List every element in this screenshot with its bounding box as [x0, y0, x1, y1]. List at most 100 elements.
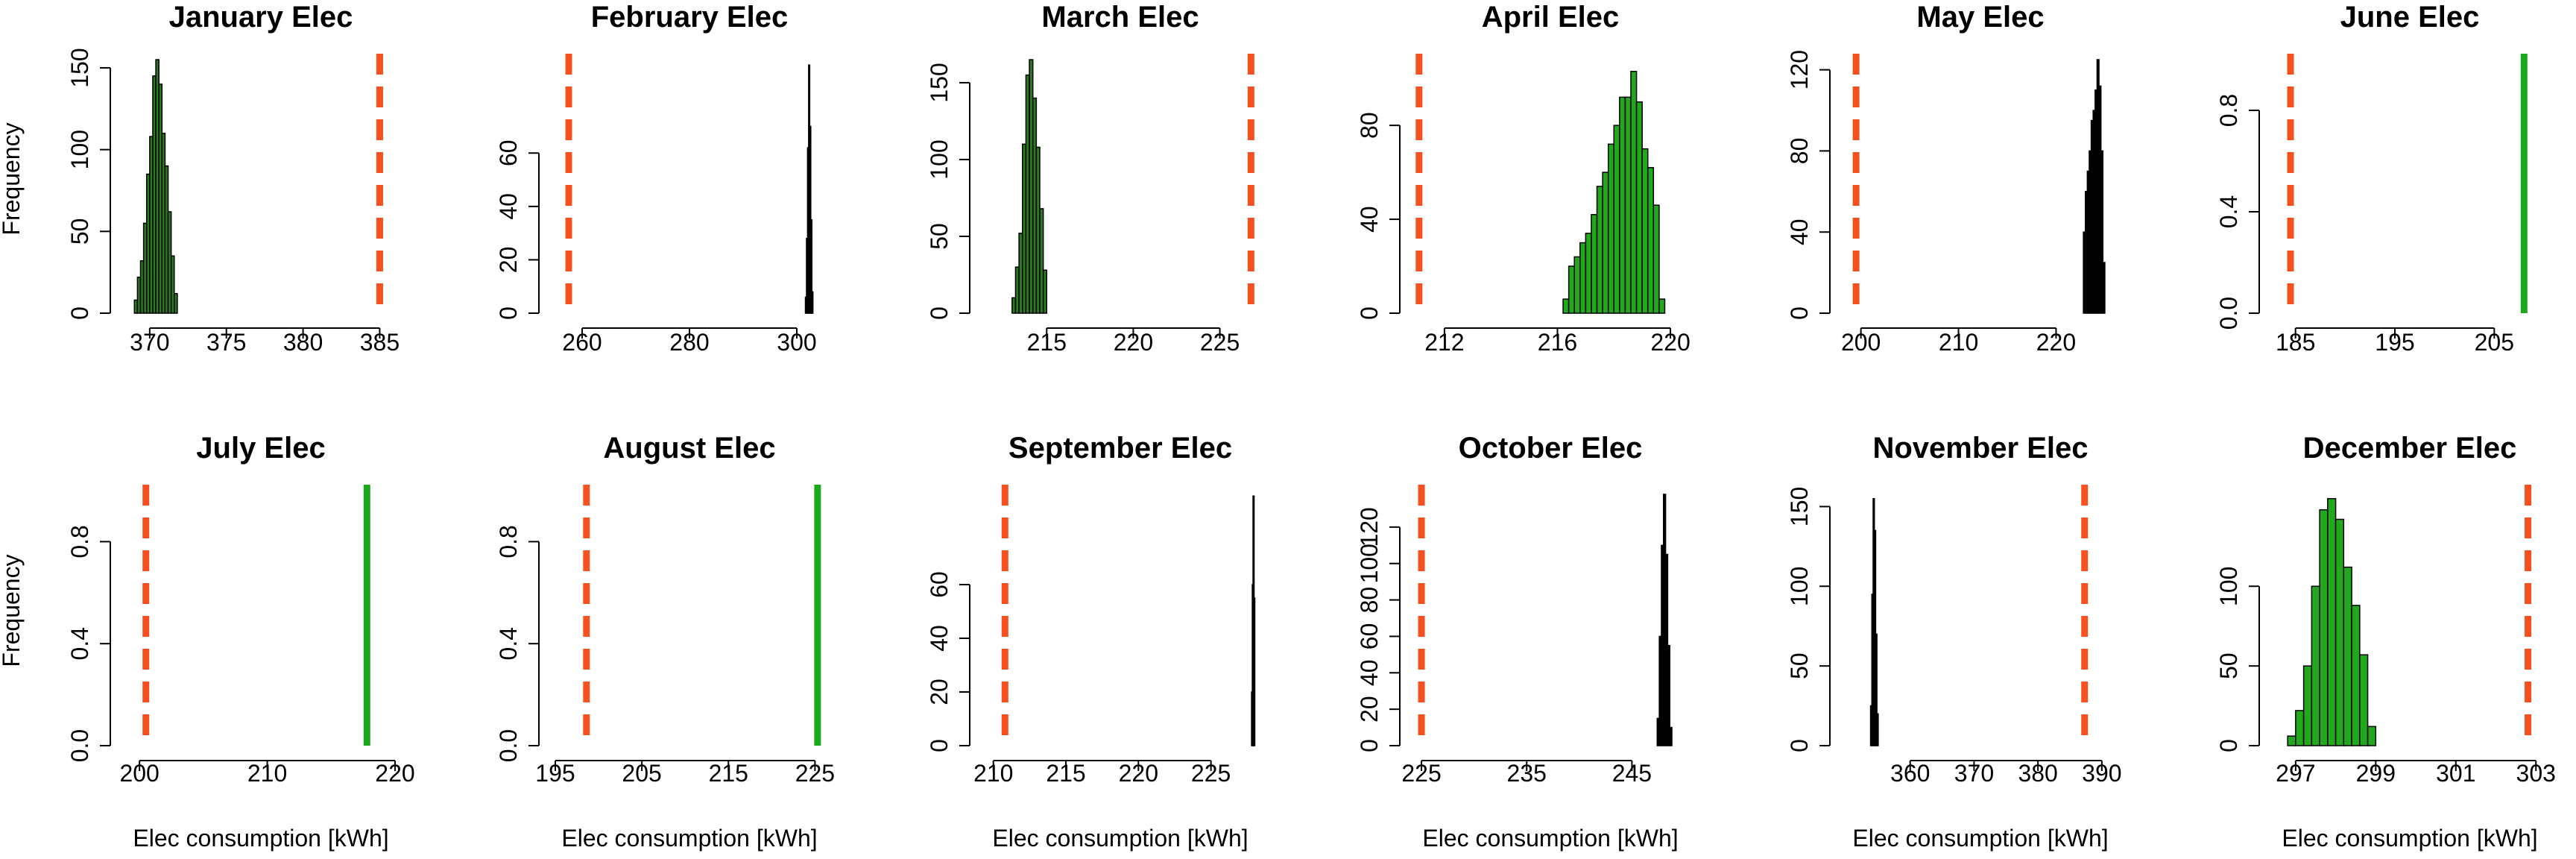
y-tick-label: 40 — [926, 625, 953, 652]
histogram-bar — [1039, 208, 1044, 314]
y-tick-label: 0.0 — [495, 729, 522, 762]
histogram-bar — [1042, 269, 1048, 314]
histogram-bar — [174, 292, 178, 314]
y-tick-label: 0.8 — [66, 525, 93, 558]
panel-title: November Elec — [1872, 432, 2088, 465]
histogram-bar — [1652, 204, 1660, 314]
x-tick-label: 385 — [360, 329, 400, 356]
histogram-bar — [2102, 262, 2106, 314]
y-tick-label: 100 — [1356, 544, 1383, 583]
panel-may-elec: May Elec 200 210 220 0 40 80 120 — [1786, 1, 2106, 356]
y-tick-label: 0 — [926, 739, 953, 752]
histogram-bar — [170, 255, 175, 314]
histogram-bar — [1579, 242, 1587, 314]
histogram-bar — [1876, 713, 1879, 746]
y-tick-label: 0 — [926, 306, 953, 320]
x-axis-label: Elec consumption [kWh] — [2282, 825, 2537, 852]
panel-july-elec: July Elec 200 210 220 0.0 0.4 0.8 Frequency Elec… — [0, 432, 415, 852]
x-tick-label: 370 — [1954, 760, 1994, 787]
x-tick-label: 220 — [375, 760, 414, 787]
histogram-bar — [2351, 605, 2361, 746]
y-tick-label: 120 — [1356, 507, 1383, 547]
y-tick-label: 40 — [1786, 218, 1813, 245]
x-tick-label: 210 — [1939, 329, 1978, 356]
histogram-bar — [1667, 644, 1670, 746]
histogram-bar — [1630, 70, 1638, 314]
x-tick-label: 215 — [1046, 760, 1085, 787]
y-tick-label: 60 — [1356, 623, 1383, 650]
histogram-bar — [2334, 518, 2345, 746]
x-tick-label: 216 — [1538, 329, 1577, 356]
histogram-bar — [1635, 101, 1643, 314]
histogram-bar — [2100, 150, 2104, 314]
y-tick-label: 150 — [1786, 487, 1813, 526]
y-tick-label: 80 — [1786, 138, 1813, 165]
histogram-bar — [1253, 597, 1256, 746]
panel-title: June Elec — [2340, 1, 2480, 34]
x-tick-label: 225 — [795, 760, 835, 787]
panel-september-elec: September Elec 210 215 220 225 0 20 40 60 Elec co… — [926, 432, 1256, 852]
y-tick-label: 0 — [1356, 306, 1383, 320]
y-tick-label: 60 — [495, 139, 522, 166]
panel-december-elec: December Elec 297 299 301 303 0 50 100 Elec cons… — [2215, 432, 2556, 852]
y-tick-label: 0 — [1786, 739, 1813, 752]
y-tick-label: 50 — [2215, 652, 2242, 679]
y-tick-label: 50 — [926, 223, 953, 250]
histogram-bar — [2311, 585, 2320, 746]
y-tick-label: 20 — [1356, 696, 1383, 723]
x-tick-label: 225 — [1401, 760, 1441, 787]
histogram-bar — [1658, 298, 1666, 314]
panel-title: April Elec — [1482, 1, 1620, 34]
x-tick-label: 210 — [247, 760, 287, 787]
histogram-bar — [1602, 172, 1609, 314]
histogram-bar — [2327, 497, 2337, 746]
y-tick-label: 80 — [1356, 587, 1383, 614]
panel-november-elec: November Elec 360 370 380 390 0 50 100 150 Elec c… — [1786, 432, 2122, 852]
histogram-bar — [1591, 214, 1598, 314]
y-tick-label: 50 — [1786, 652, 1813, 679]
x-tick-label: 220 — [1114, 329, 1153, 356]
y-tick-label: 120 — [1786, 50, 1813, 89]
x-tick-label: 260 — [562, 329, 602, 356]
x-axis-label: Elec consumption [kWh] — [1422, 825, 1678, 852]
x-tick-label: 200 — [1841, 329, 1881, 356]
x-axis-label: Elec consumption [kWh] — [1852, 825, 2108, 852]
x-tick-label: 215 — [1027, 329, 1067, 356]
y-tick-label: 80 — [1356, 112, 1383, 139]
histogram-bar — [1562, 298, 1570, 314]
y-tick-label: 60 — [926, 571, 953, 598]
x-tick-label: 185 — [2276, 329, 2315, 356]
histogram-bar — [2343, 566, 2352, 746]
x-axis-label: Elec consumption [kWh] — [992, 825, 1248, 852]
y-tick-label: 0 — [1786, 306, 1813, 320]
y-axis-label: Frequency — [0, 554, 25, 667]
y-tick-label: 20 — [926, 679, 953, 705]
y-tick-label: 40 — [1356, 206, 1383, 233]
x-tick-label: 280 — [669, 329, 709, 356]
y-tick-label: 0 — [2215, 739, 2242, 752]
panel-title: February Elec — [591, 1, 789, 34]
x-tick-label: 380 — [2018, 760, 2057, 787]
y-tick-label: 0.0 — [66, 729, 93, 762]
histogram-bar — [1596, 186, 1603, 314]
x-tick-label: 375 — [206, 329, 246, 356]
y-tick-label: 100 — [2215, 567, 2242, 606]
x-tick-label: 303 — [2516, 760, 2556, 787]
histogram-bar — [2367, 726, 2377, 746]
x-tick-label: 195 — [535, 760, 575, 787]
panel-title: May Elec — [1916, 1, 2044, 34]
x-tick-label: 220 — [1650, 329, 1690, 356]
histogram-bar — [1607, 143, 1615, 314]
x-axis-label: Elec consumption [kWh] — [561, 825, 817, 852]
x-tick-label: 370 — [130, 329, 169, 356]
y-tick-label: 0 — [1356, 739, 1383, 752]
x-tick-label: 235 — [1507, 760, 1547, 787]
panel-january-elec: January Elec 370 375 380 385 0 50 100 150 Frequen… — [0, 1, 400, 356]
y-tick-label: 0.4 — [495, 627, 522, 660]
histogram-bar — [2359, 654, 2369, 746]
histogram-bar — [1613, 125, 1620, 314]
y-tick-label: 100 — [1786, 567, 1813, 606]
y-tick-label: 0.8 — [2215, 94, 2242, 127]
y-tick-label: 20 — [495, 247, 522, 274]
